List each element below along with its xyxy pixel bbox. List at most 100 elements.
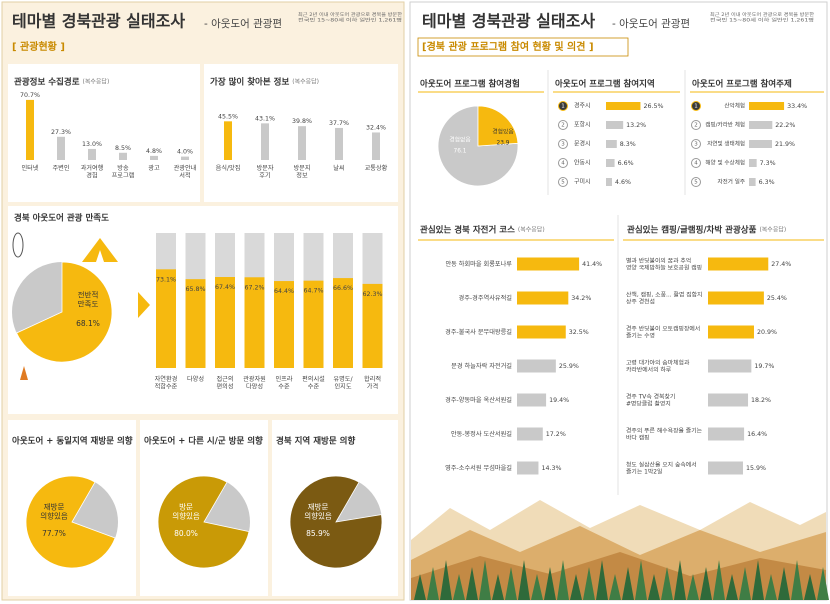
rank: 3 [694,142,698,148]
bar [606,140,617,148]
category-label: 광고 [148,165,160,172]
section-title: [경북 관광 프로그램 참여 현황 및 의견 ] [422,40,594,53]
text-line: 재방문 [308,502,329,512]
text-line: 상주 경천섬 [626,297,655,305]
category-label: 경주 반딧불이 오토캠핑장에서 즐기는 수영 [626,324,700,339]
chart-title: 가장 많이 찾아본 정보 [210,77,289,88]
value-label: 27.4% [771,261,791,268]
rank-badge [691,101,701,111]
text-line: 최근 2년 이내 아웃도어 관광으로 경북을 방문한 [710,11,815,18]
tree [791,560,803,600]
value-label: 76.1 [454,149,467,155]
text-line: 수준 [278,383,290,390]
value-label: 77.7% [42,529,66,538]
bar [156,269,176,368]
chart-title: 관심있는 캠핑/글램핑/차박 관광상품 [627,225,757,236]
bar [708,257,769,271]
tree [557,560,569,600]
category-label: 해양 및 수상체험 [705,159,745,167]
pie-slice [289,475,383,569]
rank-badge [558,177,568,187]
value-label: 8.5% [115,145,131,152]
value-label: 34.2% [571,295,591,302]
tree [453,574,465,600]
text-line: 전국민 15~80세 이하 일반인 1,261명 [710,16,814,23]
text-line: 과거여행 [81,164,104,172]
bar [708,427,745,441]
value-label: 41.4% [582,261,602,268]
tree [713,560,725,600]
tree [817,567,829,600]
text-line: 최근 2년 이내 아웃도어 관광으로 경북을 방문한 [298,11,403,18]
chart-note: (복수응답) [759,227,786,234]
bar [335,127,343,160]
chart-title: 아웃도어 + 동일지역 재방문 의향 [12,436,133,447]
category-label: 경주 TV속 경북찾기 #명당클럽 촬영지 [626,392,675,407]
tree [479,560,491,600]
category-label: 경주-경주역사유적길 [459,294,513,302]
bar [185,279,206,368]
tree [687,574,699,600]
category-label: 재방문 의향있음 [40,502,68,521]
value-label: 19.4% [549,397,569,404]
category-label: 방문 의향있음 [172,502,200,521]
category-label: 주변인 [52,164,69,172]
text-line: 바다 캠핑 [626,433,650,441]
tree [765,574,777,600]
chart-title: 경북 지역 재방문 의향 [276,436,355,447]
bar [606,102,641,110]
fire-icon [20,366,28,380]
category-label: 다양성 [187,375,204,383]
tree [466,567,478,600]
text-line: 유명도/ [333,375,353,383]
rank-badge [558,120,568,130]
category-label: 영주-소수서원 무섬마을길 [445,464,512,472]
tree [635,560,647,600]
tree [492,574,504,600]
text-line: 의향있음 [304,511,332,521]
text-line: 관광자원 [243,375,266,383]
bar [749,159,757,167]
bar [261,123,269,160]
value-label: 64.4% [274,288,294,295]
page-edition: - 아웃도어 관광편 [204,17,282,30]
value-label: 22.2% [775,122,795,129]
bar [244,277,265,368]
text-line: 의향있음 [40,511,68,521]
category-label: 자전거 일주 [717,178,745,186]
tree [661,567,673,600]
value-label: 13.0% [82,141,102,148]
tree [505,567,517,600]
text-line: 후기 [259,171,270,179]
text-line: 합리적 [364,375,381,383]
category-label: 경험없음 [449,136,471,144]
value-label: 6.3% [759,179,775,186]
value-label: 7.3% [760,160,776,167]
tree [518,560,530,600]
bar [26,99,34,160]
text-line: 산책, 캠핑, 소풍... 활엽 집합지 [626,290,702,298]
value-label: 67.4% [215,284,235,291]
category-label: 안동시 [574,159,591,167]
value-label: 62.3% [362,291,382,298]
text-line: 프로그램 [112,172,135,179]
text-line: 서적 [179,171,190,179]
text-line: 방문지 [293,164,310,172]
category-label: 교통상황 [365,164,388,172]
tree [531,574,543,600]
text-line: 다양성 [246,382,263,390]
category-label: 안동 하회마을 회룡포나루 [445,260,512,268]
category-label: 전반적 만족도 [78,290,99,309]
tree [596,560,608,600]
bar [298,126,306,160]
value-label: 16.4% [747,431,767,438]
bar [362,283,383,368]
category-label: 경주시 [574,103,591,110]
rank: 5 [694,180,698,186]
category-label: 문경 하늘자락 자전거길 [451,362,512,370]
tree [752,560,764,600]
text-line: 의향있음 [172,511,200,521]
text-line: 전반적 [78,290,99,300]
text-line: 편의시설 [302,375,325,383]
bar [517,257,580,271]
